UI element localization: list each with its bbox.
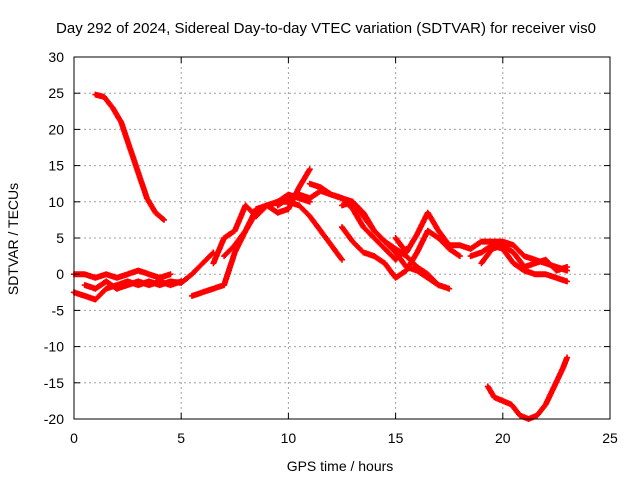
chart-title: Day 292 of 2024, Sidereal Day-to-day VTE… [56,20,596,37]
series-markers [484,354,571,422]
series-markers [339,224,463,281]
x-tick-labels: 0 5 10 15 20 25 [70,430,618,446]
y-axis-title: SDTVAR / TECUs [5,183,21,295]
series-arc-14 [478,242,571,274]
series-markers [81,278,185,292]
y-tick-label: 0 [56,266,64,282]
axis-ticks [73,56,611,420]
x-tick-label: 15 [388,430,404,446]
y-tick-label: 30 [48,49,64,65]
data-points [71,91,571,422]
y-tick-label: 25 [48,85,64,101]
series-markers [467,242,571,285]
series-arc-7 [221,198,345,263]
y-tick-label: -5 [52,302,65,318]
y-tick-label: -15 [44,375,64,391]
x-tick-label: 25 [602,430,618,446]
x-tick-label: 0 [70,430,78,446]
series-arc-1 [92,91,167,223]
y-tick-labels: -20 -15 -10 -5 0 5 10 15 20 25 30 [44,49,64,427]
series-arc-4 [81,278,185,292]
x-tick-label: 10 [281,430,297,446]
y-tick-label: -10 [44,339,64,355]
series-markers [221,198,345,263]
series-markers [478,242,571,274]
y-tick-label: 20 [48,121,64,137]
y-tick-label: 5 [56,230,64,246]
x-axis-title: GPS time / hours [287,458,394,474]
series-arc-13 [467,242,571,285]
y-tick-label: 10 [48,194,64,210]
series-markers [92,91,167,223]
y-tick-label: -20 [44,411,64,427]
y-tick-label: 15 [48,158,64,174]
series-arc-15 [484,354,571,422]
x-tick-label: 20 [495,430,511,446]
x-tick-label: 5 [177,430,185,446]
series-arc-11 [339,224,463,281]
